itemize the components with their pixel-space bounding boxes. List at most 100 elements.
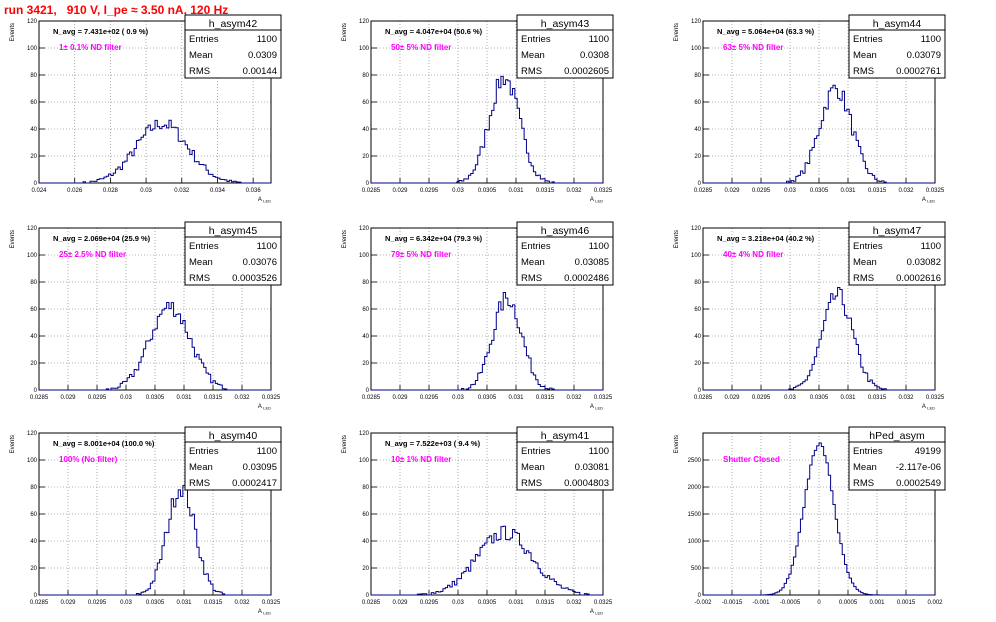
x-tick-label: -0.0005 — [780, 600, 801, 606]
stats-value: 0.0002605 — [564, 66, 609, 77]
histogram-panel: 0.0285 0.029 0.0295 0.03 0.0305 0.031 0.0315 0.… — [10, 221, 282, 411]
x-tick-label: 0.03 — [452, 600, 464, 606]
y-axis-label: Events — [10, 23, 16, 41]
stats-box — [516, 14, 614, 79]
x-tick-label: -0.001 — [752, 600, 770, 606]
stats-title: h_asym44 — [873, 18, 922, 30]
x-tick-label: 0.0315 — [536, 188, 555, 194]
x-tick-label: 0.0325 — [594, 188, 613, 194]
x-tick-label: 0.0295 — [420, 188, 439, 194]
x-axis-label: A LED — [922, 404, 935, 411]
y-tick-label: 100 — [27, 46, 38, 52]
x-tick-label: 0.0305 — [810, 395, 829, 401]
y-tick-label: 40 — [694, 334, 701, 340]
stats-label: RMS — [521, 478, 542, 489]
y-tick-label: 120 — [359, 19, 370, 25]
y-tick-label: 120 — [27, 431, 38, 437]
histogram-panel: 0.0285 0.029 0.0295 0.03 0.0305 0.031 0.0315 0.… — [10, 426, 282, 616]
y-tick-label: 60 — [30, 100, 37, 106]
y-tick-label: 120 — [359, 431, 370, 437]
stats-value: 0.0002549 — [896, 478, 941, 489]
y-tick-label: 120 — [691, 226, 702, 232]
x-axis-label: A LED — [258, 197, 271, 204]
x-tick-label: 0.028 — [103, 188, 119, 194]
x-tick-label: 0.0295 — [752, 395, 771, 401]
x-tick-label: 0.032 — [566, 188, 582, 194]
y-axis-label: Events — [342, 435, 348, 453]
y-tick-label: 60 — [694, 100, 701, 106]
y-axis-label: Events — [674, 23, 680, 41]
y-tick-label: 80 — [30, 73, 37, 79]
x-tick-label: 0.0325 — [594, 395, 613, 401]
stats-label: Entries — [521, 241, 551, 252]
stats-label: RMS — [521, 273, 542, 284]
stats-box — [184, 221, 282, 286]
x-tick-label: 0.0295 — [88, 600, 107, 606]
stats-label: RMS — [853, 273, 874, 284]
navg-label: N_avg = 8.001e+04 (100.0 %) — [53, 439, 155, 448]
y-tick-label: 500 — [691, 566, 702, 572]
x-tick-label: 0.029 — [392, 600, 408, 606]
navg-label: N_avg = 6.342e+04 (79.3 %) — [385, 234, 483, 243]
y-tick-label: 0 — [366, 593, 370, 599]
histogram-series — [371, 525, 603, 596]
x-tick-label: 0.031 — [840, 188, 856, 194]
x-tick-label: 0.03 — [140, 188, 152, 194]
y-tick-label: 80 — [362, 280, 369, 286]
histogram-series — [703, 84, 935, 184]
y-tick-label: 80 — [30, 280, 37, 286]
y-tick-label: 100 — [691, 253, 702, 259]
navg-label: N_avg = 5.064e+04 (63.3 %) — [717, 27, 815, 36]
filter-label: 79± 5% ND filter — [391, 250, 451, 259]
y-tick-label: 20 — [30, 566, 37, 572]
y-tick-label: 120 — [359, 226, 370, 232]
stats-label: Mean — [853, 50, 877, 61]
x-tick-label: 0.0315 — [536, 600, 555, 606]
x-tick-label: 0.032 — [566, 600, 582, 606]
y-tick-label: 60 — [30, 512, 37, 518]
stats-value: 0.03082 — [907, 257, 941, 268]
histogram-series — [371, 75, 603, 184]
navg-label: N_avg = 3.218e+04 (40.2 %) — [717, 234, 815, 243]
x-tick-label: 0.0305 — [478, 600, 497, 606]
stats-value: 0.0004803 — [564, 478, 609, 489]
histogram-panel: -0.002 -0.0015 -0.001 -0.0005 0 0.0005 0.001 0.… — [674, 426, 946, 606]
stats-value: 1100 — [257, 241, 277, 252]
y-tick-label: 80 — [694, 73, 701, 79]
x-tick-label: 0.0325 — [594, 600, 613, 606]
x-tick-label: 0.0325 — [262, 395, 281, 401]
stats-value: 0.03081 — [575, 462, 609, 473]
y-tick-label: 40 — [694, 127, 701, 133]
filter-label: 50± 5% ND filter — [391, 43, 451, 52]
stats-value: 0.03079 — [907, 50, 941, 61]
y-tick-label: 80 — [694, 280, 701, 286]
x-tick-label: 0.029 — [60, 395, 76, 401]
stats-label: RMS — [853, 66, 874, 77]
stats-label: Mean — [189, 257, 213, 268]
x-tick-label: 0.03 — [452, 188, 464, 194]
y-tick-label: 120 — [691, 19, 702, 25]
filter-label: 10± 1% ND filter — [391, 455, 451, 464]
y-tick-label: 40 — [30, 127, 37, 133]
x-tick-label: 0.0285 — [30, 395, 49, 401]
filter-label: 63± 5% ND filter — [723, 43, 783, 52]
x-tick-label: 0.0285 — [694, 188, 713, 194]
x-tick-label: 0.026 — [67, 188, 83, 194]
y-tick-label: 1000 — [688, 539, 702, 545]
stats-value: 0.03085 — [575, 257, 609, 268]
x-tick-label: 0.0325 — [926, 395, 945, 401]
stats-value: 1100 — [589, 241, 609, 252]
stats-label: Entries — [189, 34, 219, 45]
histogram-panel: 0.0285 0.029 0.0295 0.03 0.0305 0.031 0.0315 0.… — [342, 426, 614, 616]
navg-label: N_avg = 7.522e+03 ( 9.4 %) — [385, 439, 481, 448]
stats-label: Entries — [521, 34, 551, 45]
navg-label: N_avg = 7.431e+02 ( 0.9 %) — [53, 27, 149, 36]
y-tick-label: 0 — [34, 593, 38, 599]
histogram-series — [371, 292, 603, 391]
y-tick-label: 20 — [362, 361, 369, 367]
y-tick-label: 1500 — [688, 512, 702, 518]
histogram-panel: 0.0285 0.029 0.0295 0.03 0.0305 0.031 0.0315 0.… — [674, 14, 946, 204]
histogram-series — [703, 442, 935, 596]
stats-title: h_asym47 — [873, 225, 922, 237]
stats-title: h_asym41 — [541, 430, 590, 442]
